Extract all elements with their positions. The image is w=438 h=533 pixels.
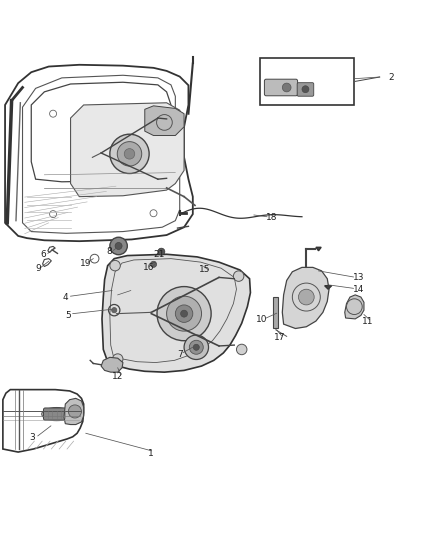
Circle shape	[237, 344, 247, 354]
Circle shape	[117, 142, 142, 166]
Circle shape	[115, 243, 122, 249]
Text: 5: 5	[66, 311, 71, 320]
Circle shape	[68, 405, 81, 418]
FancyBboxPatch shape	[265, 79, 297, 96]
Circle shape	[180, 310, 187, 317]
Text: 7: 7	[177, 350, 183, 359]
Text: 19: 19	[80, 259, 92, 268]
Text: 2: 2	[389, 72, 394, 82]
Circle shape	[112, 308, 117, 313]
Circle shape	[302, 86, 309, 93]
Text: 10: 10	[256, 315, 268, 324]
Polygon shape	[283, 268, 329, 328]
Text: 1: 1	[148, 449, 154, 458]
Text: 8: 8	[106, 247, 112, 256]
Circle shape	[158, 248, 165, 255]
Circle shape	[166, 296, 201, 331]
Circle shape	[110, 134, 149, 174]
Text: 4: 4	[63, 294, 68, 302]
Text: 6: 6	[41, 250, 46, 259]
Ellipse shape	[42, 408, 71, 421]
Circle shape	[189, 340, 203, 354]
Text: 16: 16	[142, 263, 154, 272]
Polygon shape	[64, 398, 84, 425]
Polygon shape	[101, 357, 123, 372]
Circle shape	[113, 354, 123, 364]
FancyBboxPatch shape	[43, 408, 70, 420]
Circle shape	[175, 305, 193, 322]
Circle shape	[184, 335, 208, 359]
Text: 12: 12	[112, 372, 124, 381]
Circle shape	[124, 149, 135, 159]
Text: 3: 3	[30, 433, 35, 442]
Circle shape	[157, 287, 211, 341]
Text: 17: 17	[273, 333, 285, 342]
Text: 21: 21	[153, 250, 164, 259]
Text: 13: 13	[353, 273, 364, 282]
Text: 9: 9	[35, 264, 41, 273]
Polygon shape	[325, 286, 332, 289]
Circle shape	[298, 289, 314, 305]
Text: 14: 14	[353, 285, 364, 294]
Bar	[273, 297, 278, 328]
Circle shape	[193, 344, 199, 350]
Circle shape	[233, 271, 244, 281]
Polygon shape	[145, 106, 184, 135]
Circle shape	[110, 261, 120, 271]
Circle shape	[110, 237, 127, 255]
FancyBboxPatch shape	[297, 83, 314, 96]
Polygon shape	[316, 247, 321, 251]
Text: 15: 15	[199, 265, 211, 274]
Polygon shape	[71, 103, 184, 197]
Polygon shape	[102, 254, 251, 372]
Circle shape	[150, 261, 156, 268]
Text: 11: 11	[362, 317, 373, 326]
Polygon shape	[345, 295, 364, 319]
Circle shape	[283, 83, 291, 92]
Text: 18: 18	[265, 213, 277, 222]
Bar	[261, 58, 354, 105]
